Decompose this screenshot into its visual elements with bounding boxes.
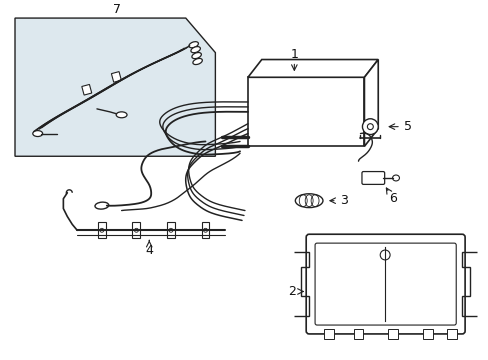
FancyBboxPatch shape bbox=[361, 172, 384, 184]
Circle shape bbox=[169, 228, 173, 232]
Polygon shape bbox=[15, 18, 215, 156]
Bar bbox=[447, 329, 456, 339]
Bar bbox=[353, 329, 363, 339]
Ellipse shape bbox=[95, 202, 108, 209]
FancyBboxPatch shape bbox=[314, 243, 455, 325]
Bar bbox=[132, 222, 140, 238]
Text: 5: 5 bbox=[403, 120, 411, 133]
Bar bbox=[387, 329, 397, 339]
Ellipse shape bbox=[192, 58, 202, 64]
Ellipse shape bbox=[33, 131, 42, 136]
Circle shape bbox=[362, 119, 378, 135]
Ellipse shape bbox=[188, 42, 198, 48]
Text: 2: 2 bbox=[288, 285, 296, 298]
Bar bbox=[111, 72, 121, 82]
Bar bbox=[98, 222, 105, 238]
Ellipse shape bbox=[190, 46, 200, 53]
Text: 7: 7 bbox=[112, 3, 121, 16]
Circle shape bbox=[134, 228, 138, 232]
FancyBboxPatch shape bbox=[305, 234, 464, 334]
Ellipse shape bbox=[116, 112, 127, 118]
Bar bbox=[167, 222, 175, 238]
Circle shape bbox=[366, 124, 372, 130]
Circle shape bbox=[100, 228, 103, 232]
Text: 6: 6 bbox=[388, 192, 396, 205]
Bar bbox=[81, 85, 92, 95]
Bar bbox=[323, 329, 333, 339]
Bar bbox=[201, 222, 209, 238]
Ellipse shape bbox=[191, 53, 201, 59]
Text: 3: 3 bbox=[339, 194, 347, 207]
Bar bbox=[247, 77, 364, 147]
Circle shape bbox=[380, 250, 389, 260]
Bar bbox=[422, 329, 432, 339]
Ellipse shape bbox=[392, 175, 399, 181]
Circle shape bbox=[203, 228, 207, 232]
Polygon shape bbox=[247, 59, 378, 77]
Polygon shape bbox=[364, 59, 378, 147]
Text: 4: 4 bbox=[145, 243, 153, 257]
Text: 1: 1 bbox=[290, 48, 298, 61]
Ellipse shape bbox=[295, 194, 322, 208]
